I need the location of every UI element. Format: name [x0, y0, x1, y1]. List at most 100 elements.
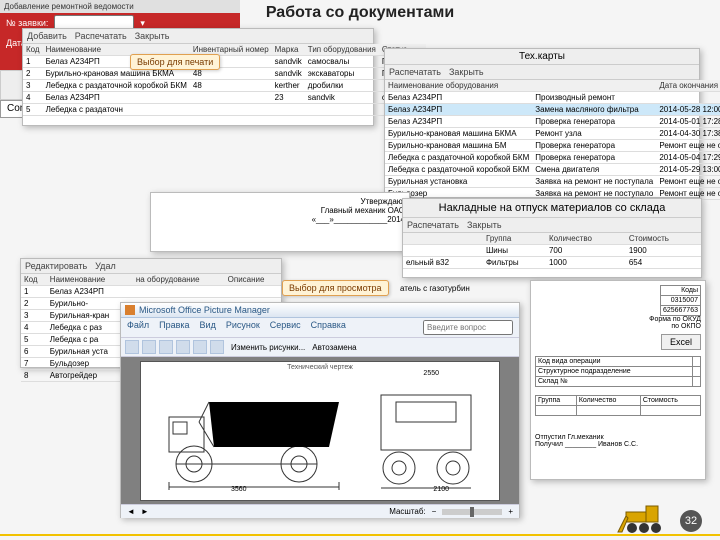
drawing-caption: Технический чертеж — [141, 364, 499, 371]
col-group: Группа — [483, 233, 546, 245]
main-list-window: Добавить Распечатать Закрыть Код Наимено… — [22, 28, 374, 126]
sec-op: Код вида операции — [536, 357, 693, 367]
zoom-out-icon[interactable]: − — [432, 507, 437, 516]
col-type: Тип оборудования — [305, 44, 379, 56]
col-brand: Марка — [272, 44, 305, 56]
techcards-title: Тех.карты — [385, 49, 699, 65]
zoom-label: Масштаб: — [389, 507, 425, 516]
col-qty: Количество — [546, 233, 626, 245]
truck-front-drawing — [361, 380, 491, 490]
okud-label: Форма по ОКУД — [649, 316, 701, 323]
table-row[interactable]: Шины7001900 — [403, 245, 701, 257]
main-toolbar: Добавить Распечатать Закрыть — [23, 29, 373, 44]
nav-prev-icon[interactable]: ◄ — [127, 507, 135, 516]
zoom-slider[interactable] — [442, 509, 502, 515]
callout-print: Выбор для печати — [130, 54, 220, 70]
col-n — [403, 233, 483, 245]
c0: Код — [21, 274, 47, 286]
btn-close[interactable]: Закрыть — [467, 220, 502, 230]
nakladnye-title: Накладные на отпуск материалов со склада — [403, 199, 701, 218]
c2: на оборудование — [133, 274, 225, 286]
table-row[interactable]: 1Белаз А234РП — [21, 286, 281, 298]
col-eq: Наименование оборудования — [385, 80, 532, 92]
btn-print[interactable]: Распечатать — [389, 67, 441, 77]
okpo-label: по ОКПО — [671, 323, 701, 330]
btn-autofix[interactable]: Автозамена — [312, 343, 356, 352]
menu-file[interactable]: Файл — [127, 320, 149, 335]
okpo-val: 625667763 — [660, 306, 700, 316]
zoom-in-icon[interactable]: + — [508, 507, 513, 516]
table-row[interactable]: Белаз А234РПЗамена масляного фильтра2014… — [385, 104, 720, 116]
nakladnye-window: Накладные на отпуск материалов со склада… — [402, 198, 702, 278]
tool-icon[interactable] — [159, 340, 173, 354]
approval-line3: «___»____________2014 — [155, 215, 405, 224]
table-row[interactable]: Бурильная установкаЗаявка на ремонт не п… — [385, 176, 720, 188]
menu-picture[interactable]: Рисунок — [226, 320, 260, 335]
fc3: Стоимость — [640, 396, 700, 406]
main-grid[interactable]: Код Наименование Инвентарный номер Марка… — [23, 44, 426, 116]
techcards-grid[interactable]: Наименование оборудования Дата окончания … — [385, 80, 720, 200]
btn-edit[interactable]: Редактировать — [25, 261, 87, 271]
col-cost: Стоимость — [626, 233, 701, 245]
drawing-canvas[interactable]: Технический чертеж — [140, 361, 500, 501]
statusbar: ◄ ► Масштаб: − + — [121, 504, 519, 518]
slide-title: Работа со документами — [0, 4, 720, 22]
nav-next-icon[interactable]: ► — [141, 507, 149, 516]
c1: Наименование — [47, 274, 133, 286]
btn-close[interactable]: Закрыть — [449, 67, 484, 77]
footer-accent — [0, 534, 720, 536]
menu-view[interactable]: Вид — [200, 320, 216, 335]
approval-doc: Утверждаю: Главный механик ОАО «___»____… — [150, 192, 410, 252]
tool-icon[interactable] — [125, 340, 139, 354]
menu-help[interactable]: Справка — [311, 320, 346, 335]
fc1: Группа — [536, 396, 577, 406]
fc2: Количество — [576, 396, 640, 406]
btn-delete[interactable]: Удал — [95, 261, 116, 271]
btn-add[interactable]: Добавить — [27, 31, 67, 41]
table-row[interactable]: 2Бурильно-крановая машина БКМА48sandvikэ… — [23, 68, 426, 80]
table-row[interactable]: Лебедка с раздаточной коробкой БКМСмена … — [385, 164, 720, 176]
excel-button[interactable]: Excel — [661, 334, 701, 350]
sec-dept: Структурное подразделение — [536, 367, 693, 377]
c3: Описание — [225, 274, 281, 286]
menu-edit[interactable]: Правка — [159, 320, 189, 335]
tool-icon[interactable] — [193, 340, 207, 354]
btn-print[interactable]: Распечатать — [75, 31, 127, 41]
table-row[interactable]: Бурильно-крановая машина БМПроверка гене… — [385, 140, 720, 152]
btn-close[interactable]: Закрыть — [135, 31, 170, 41]
table-row[interactable]: Бурильно-крановая машина БКМАРемонт узла… — [385, 128, 720, 140]
frag-text: атель с газотурбин — [400, 284, 470, 293]
approval-line2: Главный механик ОАО — [155, 206, 405, 215]
sign-line2: Получил ________ Иванов С.С. — [535, 441, 701, 448]
table-row[interactable]: 1Белаз А234РПsandvikсамосвалыПлановый — [23, 56, 426, 68]
table-row[interactable]: Лебедка с раздаточной коробкой БКМПровер… — [385, 152, 720, 164]
help-search-input[interactable] — [423, 320, 513, 335]
callout-view: Выбор для просмотра — [282, 280, 389, 296]
table-row[interactable]: 5Лебедка с раздаточн — [23, 104, 426, 116]
page-number: 32 — [680, 510, 702, 532]
picture-manager-window: Microsoft Office Picture Manager Файл Пр… — [120, 302, 520, 518]
table-row[interactable]: 4Белаз А234РП23sandvikсамосвалы — [23, 92, 426, 104]
dim-overall: 2550 — [423, 370, 439, 377]
table-row[interactable]: 3Лебедка с раздаточной коробкой БКМ48ker… — [23, 80, 426, 92]
btn-edit-pictures[interactable]: Изменить рисунки... — [231, 343, 305, 352]
tool-icon[interactable] — [142, 340, 156, 354]
table-row[interactable]: Белаз А234РППроверка генератора2014-05-0… — [385, 116, 720, 128]
app-icon — [125, 305, 135, 315]
tool-icon[interactable] — [176, 340, 190, 354]
table-row[interactable]: ельный в32Фильтры1000654 — [403, 257, 701, 269]
tool-icon[interactable] — [210, 340, 224, 354]
col-date: Дата окончания ремонта — [656, 80, 720, 92]
sign-line1: Отпустил Гл.механик — [535, 434, 701, 441]
okud-val: 0315007 — [660, 296, 700, 306]
app-title: Microsoft Office Picture Manager — [139, 305, 270, 315]
table-row[interactable]: Белаз А234РППроизводный ремонт — [385, 92, 720, 104]
nakladnye-grid[interactable]: ГруппаКоличествоСтоимость Шины7001900 ел… — [403, 233, 701, 269]
col-code: Код — [23, 44, 43, 56]
truck-side-drawing — [149, 372, 349, 492]
menu-service[interactable]: Сервис — [270, 320, 301, 335]
dim-length: 3560 — [231, 486, 247, 493]
form-doc: Коды 0315007 625667763 Форма по ОКУД по … — [530, 280, 706, 480]
bulldozer-icon — [616, 504, 676, 534]
btn-print[interactable]: Распечатать — [407, 220, 459, 230]
